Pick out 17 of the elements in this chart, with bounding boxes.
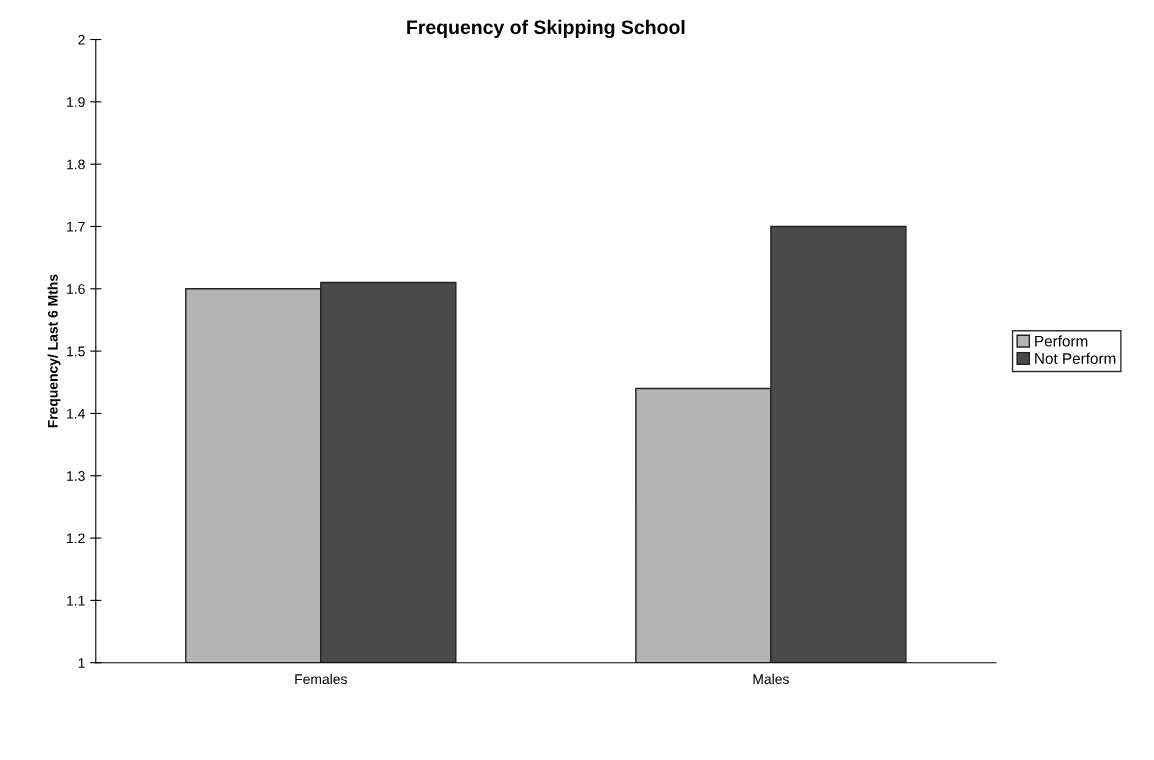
chart-title: Frequency of Skipping School (407, 19, 685, 39)
y-tick-label: 2 (78, 34, 85, 45)
legend-label: Not Perform (1035, 352, 1116, 364)
y-tick-label: 1.8 (67, 159, 85, 170)
y-tick-label: 1.6 (67, 284, 85, 294)
y-tick-label: 1 (78, 658, 85, 668)
y-tick-label: 1.2 (67, 533, 85, 544)
y-tick-label: 1.9 (67, 97, 85, 108)
y-tick-label: 1.3 (67, 471, 85, 481)
x-tick-label: Females (295, 673, 347, 685)
legend-label: Perform (1035, 335, 1088, 347)
y-tick-label: 1.5 (67, 346, 85, 357)
y-tick-label: 1.7 (67, 221, 85, 232)
y-tick-label: 1.4 (67, 408, 85, 419)
y-tick-label: 1.1 (67, 595, 85, 606)
y-axis-title: Frequency/ Last 6 Mths (47, 274, 61, 428)
x-tick-label: Males (753, 673, 789, 685)
